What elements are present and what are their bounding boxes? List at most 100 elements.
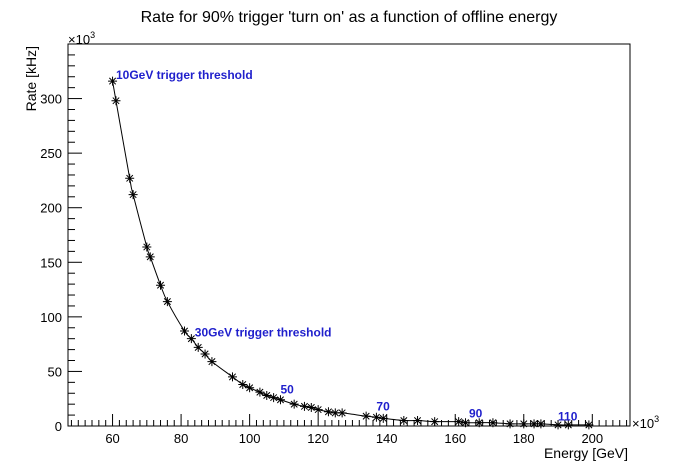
data-point	[275, 395, 285, 405]
data-point	[207, 357, 217, 367]
annotation-label: 10GeV trigger threshold	[116, 68, 253, 82]
data-point	[306, 402, 316, 412]
asterisk-marker	[156, 280, 166, 290]
asterisk-marker	[162, 297, 172, 307]
asterisk-marker	[371, 412, 381, 422]
x-axis: 60 80 100 120 140 160 180 200	[70, 414, 628, 446]
asterisk-marker	[413, 416, 423, 426]
asterisk-marker	[313, 405, 323, 415]
y-tick-label: 0	[55, 419, 62, 434]
asterisk-marker	[145, 252, 155, 262]
y-tick-label: 50	[48, 364, 62, 379]
asterisk-marker	[519, 419, 529, 429]
x-axis-multiplier: ×103	[632, 414, 659, 431]
asterisk-marker	[245, 383, 255, 393]
asterisk-marker	[200, 349, 210, 359]
annotation-label: 90	[469, 406, 483, 420]
annotation-layer: 10GeV trigger threshold 30GeV trigger thr…	[116, 68, 578, 424]
asterisk-marker	[238, 380, 248, 390]
asterisk-marker	[337, 408, 347, 418]
data-point	[289, 399, 299, 409]
asterisk-marker	[536, 419, 546, 429]
asterisk-marker	[111, 96, 121, 106]
x-tick-label: 100	[239, 431, 261, 446]
asterisk-marker	[125, 173, 135, 183]
x-tick-label: 80	[174, 431, 188, 446]
asterisk-marker	[108, 76, 118, 86]
asterisk-marker	[269, 393, 279, 403]
chart-title: Rate for 90% trigger 'turn on' as a func…	[141, 9, 558, 26]
annotation-label: 110	[558, 410, 578, 424]
data-point	[227, 372, 237, 382]
data-point	[584, 420, 594, 430]
data-point	[108, 76, 118, 86]
y-axis: 0 50 100 150 200 250 300	[40, 43, 82, 434]
data-point	[299, 401, 309, 411]
data-point	[128, 190, 138, 200]
data-point	[488, 418, 498, 428]
data-point	[193, 342, 203, 352]
asterisk-marker	[584, 420, 594, 430]
asterisk-marker	[207, 357, 217, 367]
data-point	[111, 96, 121, 106]
asterisk-marker	[474, 418, 484, 428]
data-point	[378, 413, 388, 423]
data-point	[519, 419, 529, 429]
data-point	[162, 297, 172, 307]
asterisk-marker	[378, 413, 388, 423]
plot-frame	[67, 43, 631, 427]
asterisk-marker	[430, 417, 440, 427]
asterisk-marker	[180, 326, 190, 336]
data-point	[142, 242, 152, 252]
data-point	[474, 418, 484, 428]
svg-text:×103: ×103	[68, 30, 95, 47]
asterisk-marker	[454, 417, 464, 427]
x-tick-label: 160	[444, 431, 466, 446]
data-point	[262, 390, 272, 400]
data-point	[505, 419, 515, 429]
asterisk-marker	[227, 372, 237, 382]
data-point	[563, 420, 573, 430]
y-axis-label: Rate [kHz]	[23, 46, 39, 111]
y-tick-label: 200	[40, 201, 62, 216]
y-axis-multiplier: ×103	[68, 30, 95, 47]
data-point	[238, 380, 248, 390]
annotation-label: 30GeV trigger threshold	[195, 326, 332, 340]
data-point	[371, 412, 381, 422]
asterisk-marker	[553, 420, 563, 430]
asterisk-marker	[505, 419, 515, 429]
series-layer	[108, 76, 594, 430]
x-tick-label: 120	[307, 431, 329, 446]
data-point	[145, 252, 155, 262]
asterisk-marker	[361, 411, 371, 421]
svg-text:×103: ×103	[632, 414, 659, 431]
data-point	[361, 411, 371, 421]
asterisk-marker	[399, 416, 409, 426]
annotation-label: 70	[376, 400, 390, 414]
asterisk-marker	[299, 401, 309, 411]
x-tick-label: 180	[513, 431, 535, 446]
data-point	[536, 419, 546, 429]
data-point	[200, 349, 210, 359]
asterisk-marker	[461, 418, 471, 428]
data-point	[125, 173, 135, 183]
data-point	[413, 416, 423, 426]
asterisk-marker	[306, 402, 316, 412]
asterisk-marker	[186, 334, 196, 344]
data-point	[156, 280, 166, 290]
data-point	[269, 393, 279, 403]
asterisk-marker	[323, 407, 333, 417]
data-point	[337, 408, 347, 418]
data-point	[529, 419, 539, 429]
asterisk-marker	[529, 419, 539, 429]
x-tick-label: 60	[105, 431, 119, 446]
asterisk-marker	[330, 408, 340, 418]
asterisk-marker	[488, 418, 498, 428]
data-point	[399, 416, 409, 426]
data-point	[323, 407, 333, 417]
x-axis-label: Energy [GeV]	[544, 445, 628, 461]
y-tick-label: 100	[40, 310, 62, 325]
asterisk-marker	[275, 395, 285, 405]
series-line	[112, 81, 589, 426]
